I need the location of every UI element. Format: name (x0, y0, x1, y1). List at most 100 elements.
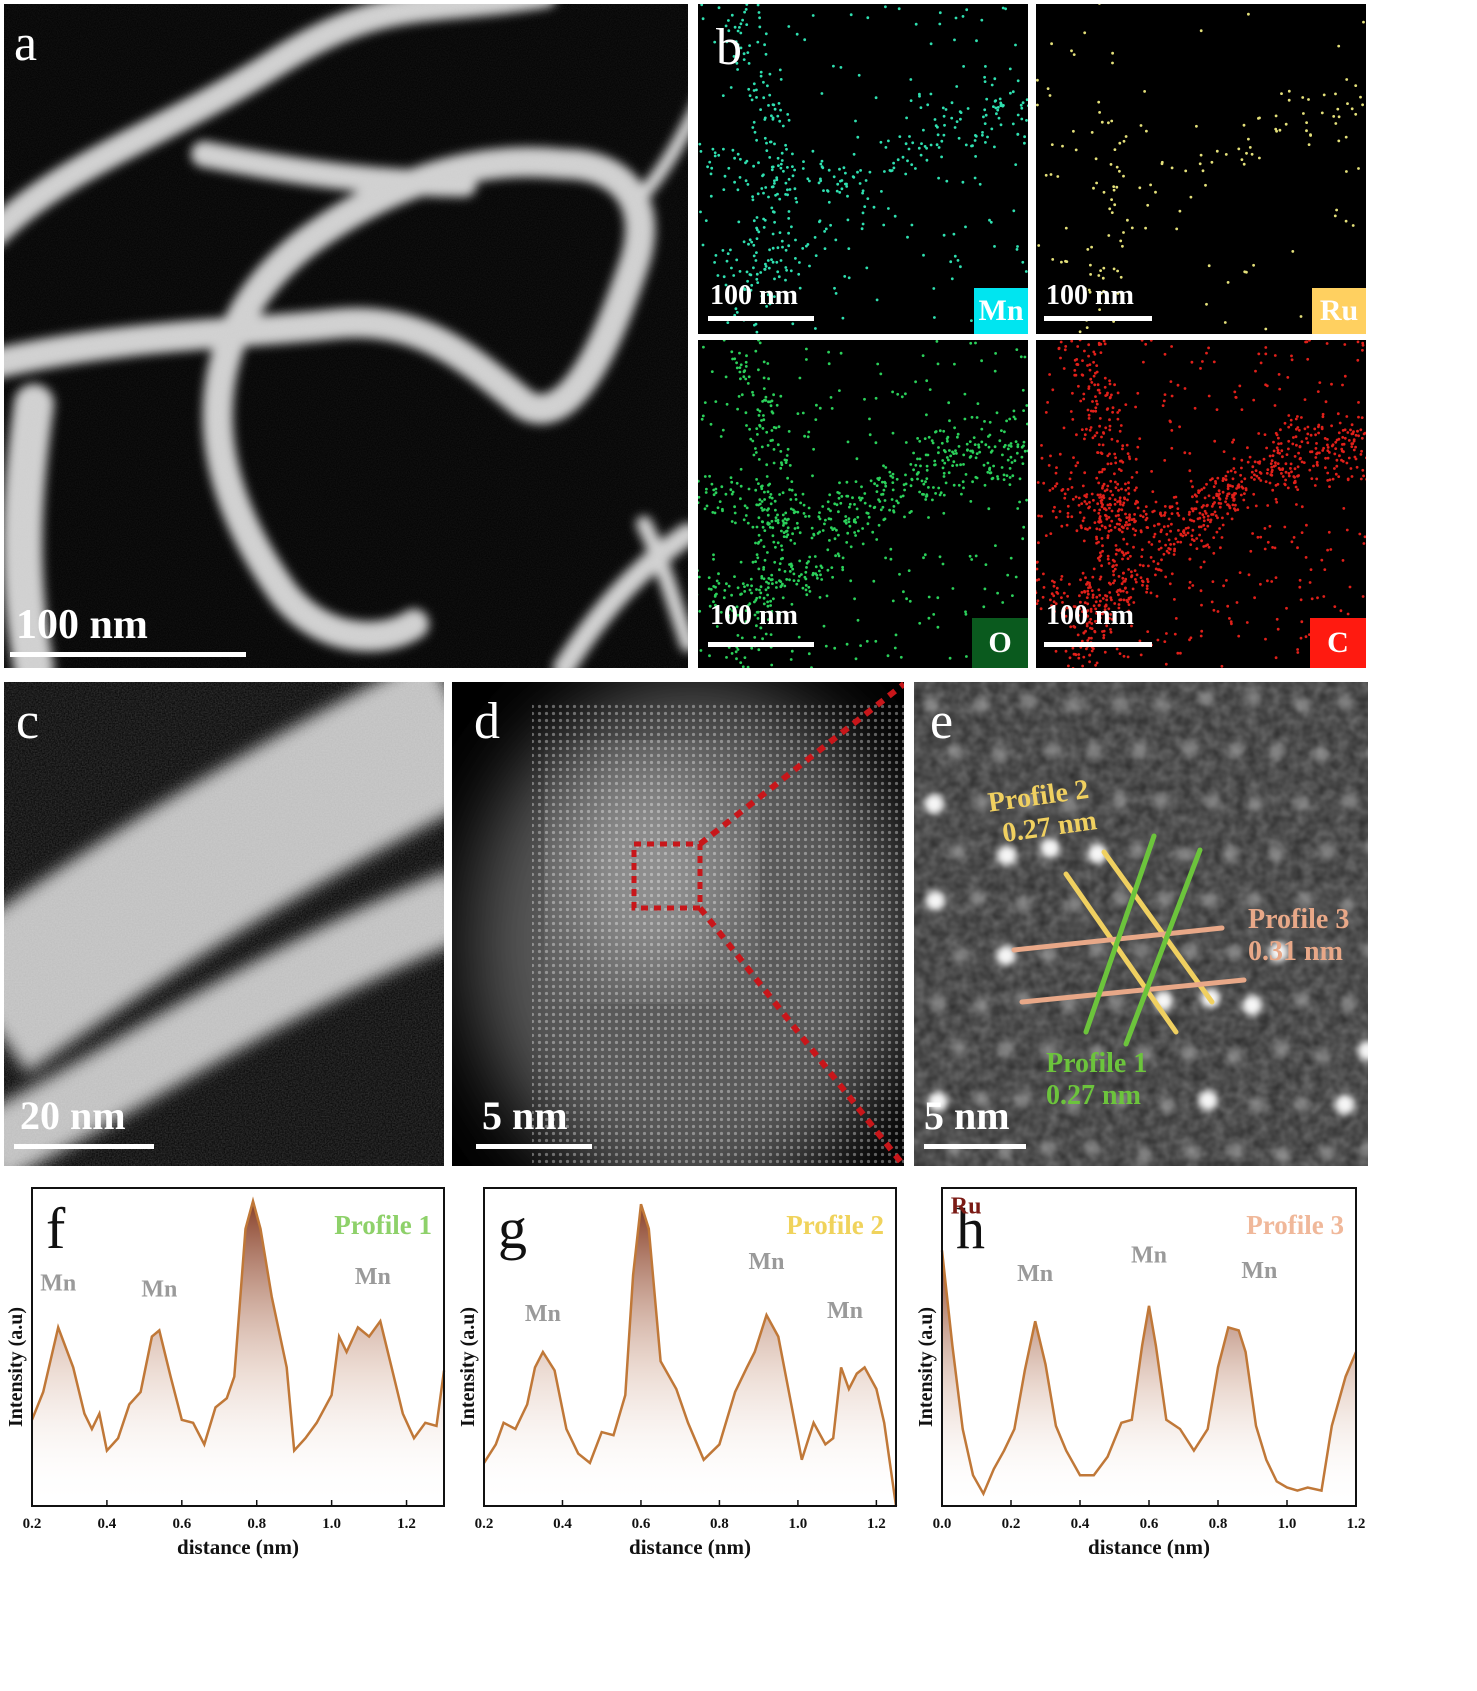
panel-letter-d: d (474, 696, 500, 748)
eds-dot (1170, 380, 1173, 383)
eds-dot (1102, 444, 1105, 447)
eds-dot (1051, 258, 1054, 261)
eds-dot (951, 277, 954, 280)
eds-dot (1292, 436, 1295, 439)
eds-dot (757, 482, 760, 485)
eds-dot (1101, 544, 1104, 547)
eds-dot (812, 448, 815, 451)
eds-dot (798, 636, 801, 639)
eds-dot (794, 510, 797, 513)
eds-dot (848, 520, 851, 523)
eds-dot (1004, 444, 1007, 447)
eds-dot (821, 165, 824, 168)
eds-dot (1088, 654, 1091, 657)
eds-dot (1070, 49, 1073, 52)
eds-dot (786, 193, 789, 196)
eds-dot (1122, 175, 1125, 178)
eds-dot (896, 393, 899, 396)
eds-dot (1051, 143, 1054, 146)
eds-dot (1113, 203, 1116, 206)
eds-dot (755, 251, 758, 254)
eds-dot (742, 375, 745, 378)
eds-dot (767, 196, 770, 199)
eds-dot (1099, 269, 1102, 272)
eds-dot (1128, 455, 1131, 458)
eds-dot (1203, 519, 1206, 522)
eds-dot (1353, 438, 1356, 441)
eds-dot (757, 340, 760, 342)
eds-dot (767, 377, 770, 380)
eds-dot (1081, 428, 1084, 431)
eds-dot (974, 155, 977, 158)
eds-dot (1025, 404, 1028, 407)
eds-dot (922, 129, 925, 132)
eds-dot (773, 561, 776, 564)
eds-dot (905, 597, 908, 600)
atom-column (1223, 846, 1239, 862)
y-axis-label: Intensity (a.u) (457, 1307, 479, 1427)
eds-dot (791, 489, 794, 492)
eds-dot (1202, 169, 1205, 172)
eds-dot (1190, 480, 1193, 483)
eds-dot (1111, 510, 1114, 513)
eds-dot (1354, 446, 1357, 449)
eds-dot (1083, 494, 1086, 497)
eds-dot (892, 600, 895, 603)
eds-dot (1354, 113, 1357, 116)
eds-dot (1258, 477, 1261, 480)
eds-dot (1084, 433, 1087, 436)
eds-dot (784, 266, 787, 269)
eds-dot (1297, 475, 1300, 478)
eds-dot (1100, 502, 1103, 505)
eds-dot (1233, 499, 1236, 502)
eds-dot (1322, 413, 1325, 416)
eds-dot (714, 400, 717, 403)
eds-dot (808, 652, 811, 655)
eds-dot (1122, 538, 1125, 541)
eds-dot (1060, 261, 1063, 264)
eds-dot (1175, 496, 1178, 499)
eds-dot (763, 491, 766, 494)
eds-dot (1013, 410, 1016, 413)
eds-dot (1130, 570, 1133, 573)
eds-dot (705, 488, 708, 491)
eds-dot (1073, 653, 1076, 656)
eds-dot (937, 487, 940, 490)
atom-column (1183, 1144, 1199, 1160)
eds-dot (1317, 432, 1320, 435)
eds-dot (1050, 173, 1053, 176)
eds-dot (1144, 343, 1147, 346)
eds-dot (1164, 511, 1167, 514)
atom-column (1294, 697, 1310, 713)
eds-dot (789, 498, 792, 501)
eds-dot (1070, 471, 1073, 474)
eds-dot (862, 212, 865, 215)
eds-dot (743, 518, 746, 521)
eds-dot (854, 521, 857, 524)
eds-dot (1119, 240, 1122, 243)
eds-dot (969, 440, 972, 443)
eds-dot (984, 588, 987, 591)
eds-dot (1251, 471, 1254, 474)
eds-dot (828, 169, 831, 172)
atom-column (1154, 793, 1170, 809)
eds-dot (937, 446, 940, 449)
eds-dot (1241, 408, 1244, 411)
eds-dot (701, 418, 704, 421)
eds-dot (1134, 578, 1137, 581)
atom-column (1182, 944, 1198, 960)
eds-dot (1321, 112, 1324, 115)
eds-dot (1037, 541, 1040, 544)
eds-dot (825, 645, 828, 648)
eds-dot (713, 261, 716, 264)
eds-dot (791, 153, 794, 156)
panel-c-stem-image: c 20 nm (4, 682, 444, 1166)
eds-dot (962, 15, 965, 18)
eds-dot (754, 560, 757, 563)
eds-dot (1049, 489, 1052, 492)
eds-dot (802, 167, 805, 170)
eds-dot (698, 496, 700, 499)
eds-dot (1097, 512, 1100, 515)
eds-dot (811, 537, 814, 540)
